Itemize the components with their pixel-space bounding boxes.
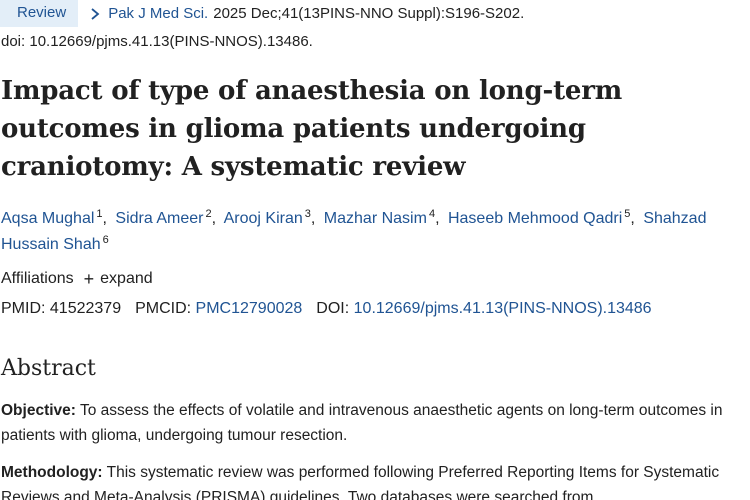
pmcid-group: PMCID: PMC12790028 [135, 300, 302, 318]
author-link[interactable]: Haseeb Mehmood Qadri [447, 210, 623, 227]
affiliations-row: Affiliations + expand [1, 270, 153, 288]
author-link[interactable]: Aqsa Mughal [1, 210, 95, 227]
pmcid-link[interactable]: PMC12790028 [195, 300, 303, 317]
author-separator: , [630, 210, 635, 227]
author-list: Aqsa Mughal 1, Sidra Ameer 2, Arooj Kiran 3… [1, 206, 741, 258]
author-separator: , [310, 210, 316, 227]
doi-label: DOI: [316, 300, 350, 317]
affiliation-number[interactable]: 4 [428, 207, 436, 220]
methodology-label: Methodology: [1, 464, 103, 481]
abstract-heading: Abstract [1, 356, 96, 381]
citation-details: 2025 Dec;41(13PINS-NNO Suppl):S196-S202. [213, 5, 525, 22]
affiliation-number[interactable]: 6 [102, 233, 109, 246]
affiliation-number[interactable]: 1 [96, 207, 103, 220]
objective-text: To assess the effects of volatile and in… [1, 402, 723, 444]
methodology-text: This systematic review was performed fol… [1, 464, 720, 500]
author-separator: , [102, 210, 107, 227]
article-title: Impact of type of anaesthesia on long-te… [1, 76, 623, 182]
doi-group: DOI: 10.12669/pjms.41.13(PINS-NNOS).1348… [316, 300, 651, 318]
citation-row: Review Pak J Med Sci. 2025 Dec;41(13PINS… [0, 0, 524, 27]
abstract-objective: Objective: To assess the effects of vola… [1, 398, 741, 448]
affiliations-label: Affiliations [1, 270, 74, 287]
affiliation-number[interactable]: 2 [205, 207, 212, 220]
author-link[interactable]: Shahzad Hussain Shah [1, 210, 707, 253]
pmid-group: PMID: 41522379 [1, 300, 121, 318]
pmid-label: PMID: [1, 300, 46, 317]
author-link[interactable]: Arooj Kiran [223, 210, 303, 227]
author-separator: , [211, 210, 217, 227]
doi-link[interactable]: 10.12669/pjms.41.13(PINS-NNOS).13486 [353, 300, 652, 317]
author-link[interactable]: Sidra Ameer [115, 210, 204, 227]
affiliation-number[interactable]: 5 [624, 207, 631, 220]
objective-label: Objective: [1, 402, 76, 419]
author-separator: , [435, 210, 440, 227]
article-type-badge: Review [0, 0, 79, 27]
pmid-value: 41522379 [49, 300, 122, 317]
affiliation-number[interactable]: 3 [304, 207, 311, 220]
citation-doi: doi: 10.12669/pjms.41.13(PINS-NNOS).1348… [1, 33, 313, 50]
chevron-right-icon[interactable] [88, 6, 102, 22]
author-link[interactable]: Mazhar Nasim [323, 210, 427, 227]
plus-icon: + [83, 269, 95, 289]
affiliations-expand-button[interactable]: + expand [84, 270, 153, 288]
journal-link[interactable]: Pak J Med Sci. [108, 5, 209, 22]
expand-label: expand [100, 270, 153, 287]
pmcid-label: PMCID: [135, 300, 192, 317]
abstract-methodology: Methodology: This systematic review was … [1, 460, 741, 500]
identifiers-row: PMID: 41522379 PMCID: PMC12790028 DOI: 1… [1, 300, 666, 318]
